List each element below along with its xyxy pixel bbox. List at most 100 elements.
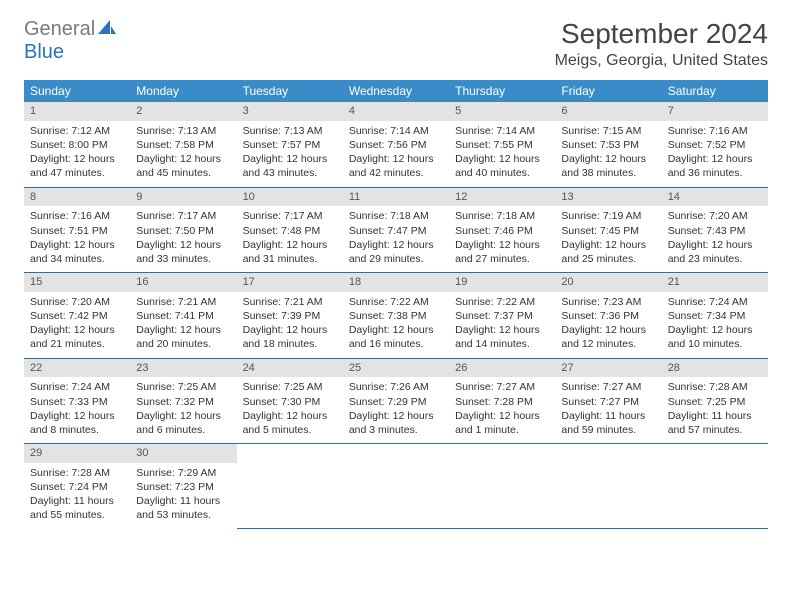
daylight-text: Daylight: 11 hours and 59 minutes. [561,409,655,437]
header: General Blue September 2024 Meigs, Georg… [24,18,768,70]
sunset-text: Sunset: 7:29 PM [349,395,443,409]
weekday-header: Sunday [24,80,130,102]
daylight-text: Daylight: 12 hours and 23 minutes. [668,238,762,266]
daylight-text: Daylight: 11 hours and 55 minutes. [30,494,124,522]
sunrise-text: Sunrise: 7:20 AM [668,209,762,223]
day-number: 23 [130,359,236,378]
daylight-text: Daylight: 12 hours and 47 minutes. [30,152,124,180]
day-number: 12 [449,188,555,207]
daylight-text: Daylight: 12 hours and 21 minutes. [30,323,124,351]
calendar-cell-empty [555,444,661,529]
sunset-text: Sunset: 7:25 PM [668,395,762,409]
calendar-cell: 11Sunrise: 7:18 AMSunset: 7:47 PMDayligh… [343,187,449,273]
sunrise-text: Sunrise: 7:12 AM [30,124,124,138]
calendar-cell: 27Sunrise: 7:27 AMSunset: 7:27 PMDayligh… [555,358,661,444]
day-body: Sunrise: 7:26 AMSunset: 7:29 PMDaylight:… [343,377,449,443]
calendar-cell: 5Sunrise: 7:14 AMSunset: 7:55 PMDaylight… [449,102,555,187]
day-body: Sunrise: 7:25 AMSunset: 7:32 PMDaylight:… [130,377,236,443]
daylight-text: Daylight: 12 hours and 36 minutes. [668,152,762,180]
sunrise-text: Sunrise: 7:15 AM [561,124,655,138]
day-number: 25 [343,359,449,378]
day-number: 27 [555,359,661,378]
sunrise-text: Sunrise: 7:22 AM [349,295,443,309]
sunrise-text: Sunrise: 7:18 AM [349,209,443,223]
daylight-text: Daylight: 12 hours and 8 minutes. [30,409,124,437]
sunset-text: Sunset: 7:57 PM [243,138,337,152]
day-body: Sunrise: 7:21 AMSunset: 7:39 PMDaylight:… [237,292,343,358]
sunset-text: Sunset: 7:39 PM [243,309,337,323]
calendar-cell: 21Sunrise: 7:24 AMSunset: 7:34 PMDayligh… [662,273,768,359]
day-number: 8 [24,188,130,207]
sunset-text: Sunset: 7:45 PM [561,224,655,238]
calendar-cell: 8Sunrise: 7:16 AMSunset: 7:51 PMDaylight… [24,187,130,273]
sunrise-text: Sunrise: 7:27 AM [561,380,655,394]
logo-text-blue: Blue [24,41,64,63]
day-number: 10 [237,188,343,207]
day-number: 11 [343,188,449,207]
logo-text-general: General [24,18,95,40]
sunrise-text: Sunrise: 7:28 AM [668,380,762,394]
sunrise-text: Sunrise: 7:16 AM [30,209,124,223]
calendar-cell: 20Sunrise: 7:23 AMSunset: 7:36 PMDayligh… [555,273,661,359]
day-body: Sunrise: 7:24 AMSunset: 7:34 PMDaylight:… [662,292,768,358]
calendar-cell: 16Sunrise: 7:21 AMSunset: 7:41 PMDayligh… [130,273,236,359]
day-number: 18 [343,273,449,292]
sunset-text: Sunset: 7:43 PM [668,224,762,238]
day-number: 4 [343,102,449,121]
sunset-text: Sunset: 7:27 PM [561,395,655,409]
daylight-text: Daylight: 12 hours and 16 minutes. [349,323,443,351]
sunrise-text: Sunrise: 7:27 AM [455,380,549,394]
calendar-table: Sunday Monday Tuesday Wednesday Thursday… [24,80,768,529]
calendar-cell: 13Sunrise: 7:19 AMSunset: 7:45 PMDayligh… [555,187,661,273]
day-number: 30 [130,444,236,463]
sunrise-text: Sunrise: 7:24 AM [30,380,124,394]
calendar-cell: 9Sunrise: 7:17 AMSunset: 7:50 PMDaylight… [130,187,236,273]
calendar-cell: 15Sunrise: 7:20 AMSunset: 7:42 PMDayligh… [24,273,130,359]
day-body: Sunrise: 7:16 AMSunset: 7:51 PMDaylight:… [24,206,130,272]
daylight-text: Daylight: 12 hours and 34 minutes. [30,238,124,266]
day-body: Sunrise: 7:21 AMSunset: 7:41 PMDaylight:… [130,292,236,358]
calendar-row: 15Sunrise: 7:20 AMSunset: 7:42 PMDayligh… [24,273,768,359]
weekday-header-row: Sunday Monday Tuesday Wednesday Thursday… [24,80,768,102]
weekday-header: Thursday [449,80,555,102]
sunrise-text: Sunrise: 7:26 AM [349,380,443,394]
day-number: 9 [130,188,236,207]
calendar-cell: 30Sunrise: 7:29 AMSunset: 7:23 PMDayligh… [130,444,236,529]
day-body: Sunrise: 7:19 AMSunset: 7:45 PMDaylight:… [555,206,661,272]
sunrise-text: Sunrise: 7:22 AM [455,295,549,309]
day-body: Sunrise: 7:22 AMSunset: 7:38 PMDaylight:… [343,292,449,358]
calendar-cell: 22 Sunrise: 7:24 AMSunset: 7:33 PMDayligh… [24,358,130,444]
day-number: 19 [449,273,555,292]
daylight-text: Daylight: 12 hours and 12 minutes. [561,323,655,351]
day-number: 22 [24,359,130,378]
daylight-text: Daylight: 12 hours and 14 minutes. [455,323,549,351]
day-body: Sunrise: 7:27 AMSunset: 7:28 PMDaylight:… [449,377,555,443]
sunset-text: Sunset: 7:32 PM [136,395,230,409]
sunset-text: Sunset: 7:30 PM [243,395,337,409]
daylight-text: Daylight: 12 hours and 10 minutes. [668,323,762,351]
day-body: Sunrise: 7:27 AMSunset: 7:27 PMDaylight:… [555,377,661,443]
day-body: Sunrise: 7:20 AMSunset: 7:43 PMDaylight:… [662,206,768,272]
sunset-text: Sunset: 7:33 PM [30,395,124,409]
day-number: 7 [662,102,768,121]
day-body: Sunrise: 7:28 AMSunset: 7:25 PMDaylight:… [662,377,768,443]
daylight-text: Daylight: 12 hours and 3 minutes. [349,409,443,437]
day-number: 13 [555,188,661,207]
calendar-cell: 25Sunrise: 7:26 AMSunset: 7:29 PMDayligh… [343,358,449,444]
day-body: Sunrise: 7:13 AMSunset: 7:57 PMDaylight:… [237,121,343,187]
weekday-header: Tuesday [237,80,343,102]
day-number: 21 [662,273,768,292]
sunrise-text: Sunrise: 7:13 AM [243,124,337,138]
day-number: 29 [24,444,130,463]
logo: General Blue [24,18,117,64]
daylight-text: Daylight: 12 hours and 33 minutes. [136,238,230,266]
sunrise-text: Sunrise: 7:18 AM [455,209,549,223]
sunset-text: Sunset: 7:36 PM [561,309,655,323]
day-number: 6 [555,102,661,121]
day-number: 14 [662,188,768,207]
calendar-cell: 6Sunrise: 7:15 AMSunset: 7:53 PMDaylight… [555,102,661,187]
daylight-text: Daylight: 12 hours and 1 minute. [455,409,549,437]
day-number: 1 [24,102,130,121]
sunrise-text: Sunrise: 7:28 AM [30,466,124,480]
day-number: 28 [662,359,768,378]
